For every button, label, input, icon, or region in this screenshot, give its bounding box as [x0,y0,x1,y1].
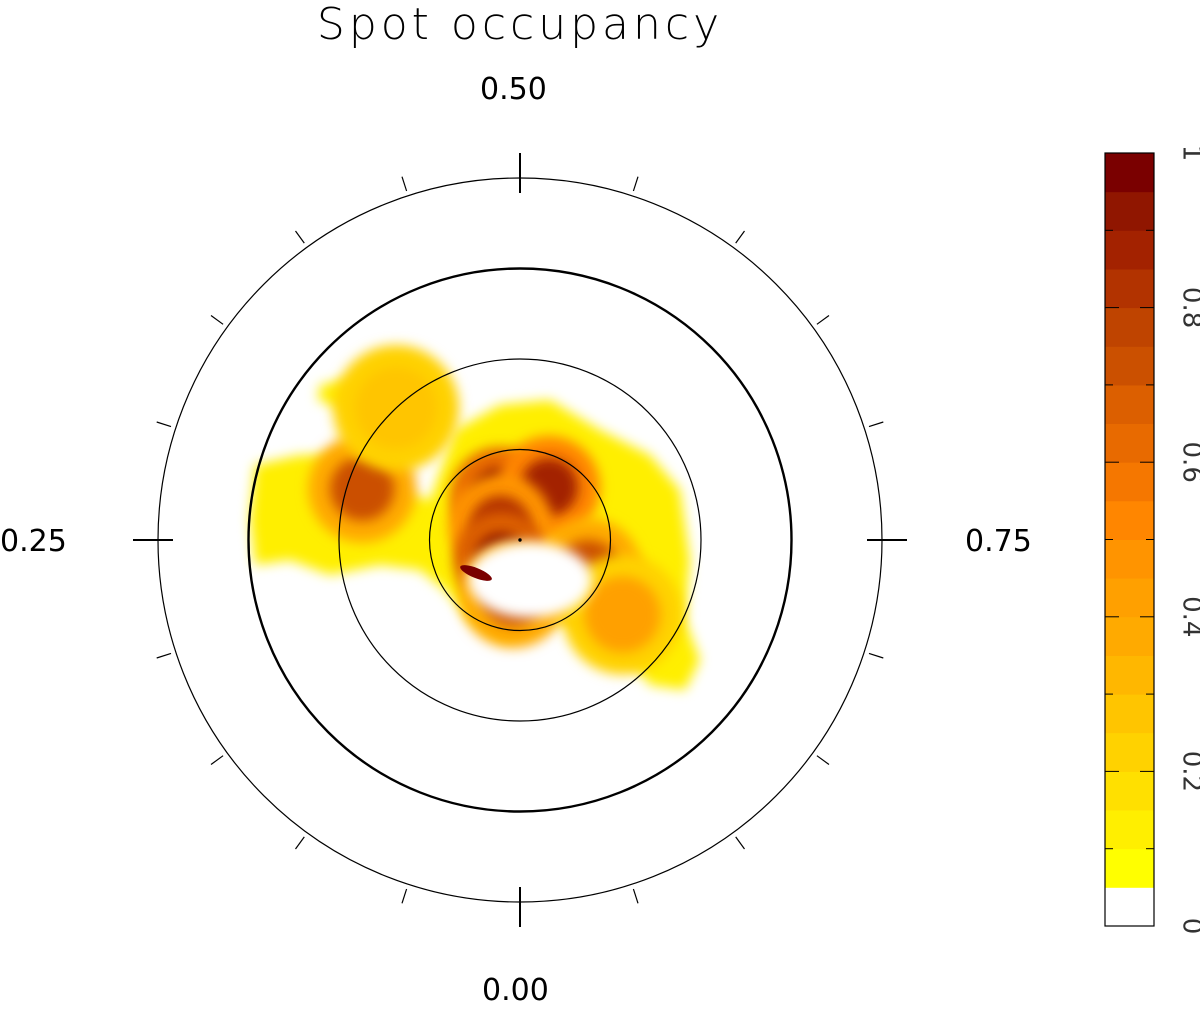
phase-tick [402,889,407,903]
colorbar-tick-label: 0 [1177,918,1200,935]
colorbar-swatch [1105,540,1154,579]
colorbar-swatch [1105,733,1154,772]
colorbar-swatch [1105,771,1154,810]
colorbar-swatch [1105,346,1154,385]
colorbar-tick-label: 0.6 [1177,442,1200,483]
colorbar-swatch [1105,192,1154,231]
pole-marker [519,539,521,541]
phase-tick [211,316,223,325]
colorbar-swatch [1105,153,1154,192]
colorbar-tick-label: 0.4 [1177,596,1200,637]
phase-tick [157,422,171,427]
colorbar-swatch [1105,269,1154,308]
colorbar-swatch [1105,501,1154,540]
phase-tick [817,756,829,765]
spot-core [585,577,661,653]
colorbar-swatch [1105,887,1154,926]
colorbar-swatch [1105,385,1154,424]
colorbar: 0 0.2 0.4 0.6 0.8 1 [1105,145,1200,935]
phase-tick [736,837,745,849]
colorbar-tick-label: 1 [1177,145,1200,162]
colorbar-swatch [1105,617,1154,656]
colorbar-swatch [1105,308,1154,347]
phase-tick [296,837,305,849]
colorbar-swatch [1105,462,1154,501]
colorbar-swatch [1105,424,1154,463]
colorbar-swatch [1105,849,1154,888]
colorbar-swatch [1105,656,1154,695]
colorbar-tick-label: 0.2 [1177,751,1200,792]
phase-tick [157,653,171,658]
colorbar-swatch [1105,810,1154,849]
colorbar-swatch [1105,578,1154,617]
spot-map-layer [250,345,700,690]
phase-tick [211,756,223,765]
phase-tick [633,889,638,903]
colorbar-tick-label: 0.8 [1177,287,1200,328]
colorbar-swatch [1105,694,1154,733]
phase-tick [296,231,305,243]
phase-tick [633,177,638,191]
phase-tick [869,422,883,427]
phase-tick [736,231,745,243]
phase-tick [817,316,829,325]
phase-tick [869,653,883,658]
colorbar-swatch [1105,230,1154,269]
phase-tick [402,177,407,191]
